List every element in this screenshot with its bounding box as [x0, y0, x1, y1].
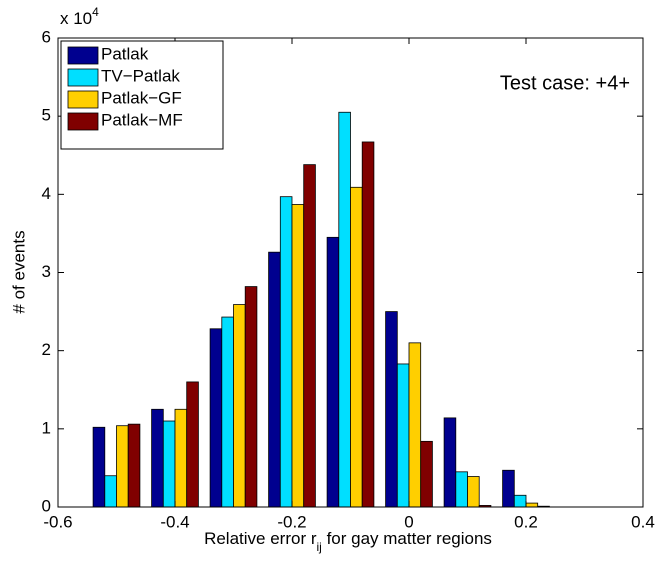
- y-tick-label: 1: [42, 418, 51, 437]
- bar: [408, 342, 422, 508]
- bar: [291, 204, 305, 508]
- x-label-text: Relative error r: [204, 529, 317, 548]
- bar: [338, 111, 351, 508]
- bar: [151, 408, 164, 508]
- bar: [221, 316, 234, 508]
- bar: [104, 475, 117, 508]
- bar: [467, 476, 480, 508]
- bar: [268, 251, 281, 508]
- legend-swatch: [67, 90, 99, 109]
- bar: [385, 311, 398, 508]
- x-tick-label: 0.4: [631, 512, 655, 531]
- bar: [455, 471, 468, 508]
- x-tick-label: 0: [404, 512, 413, 531]
- bar: [209, 328, 223, 508]
- y-axis-label: # of events: [9, 230, 28, 313]
- y-tick-label: 3: [42, 262, 51, 281]
- bar: [186, 381, 199, 508]
- x-tick-label: 0.2: [514, 512, 538, 531]
- legend-swatch: [67, 46, 99, 65]
- bar: [162, 420, 176, 508]
- bar: [502, 469, 515, 508]
- x-tick-label: -0.2: [277, 512, 306, 531]
- bar: [350, 186, 363, 508]
- bar: [303, 164, 316, 508]
- x-axis-label: Relative error rij for gay matter region…: [204, 529, 492, 554]
- bar: [326, 236, 340, 508]
- bar: [420, 440, 433, 508]
- y-tick-label: 6: [42, 27, 51, 46]
- x-label-text: for gay matter regions: [322, 529, 492, 548]
- legend-swatch: [67, 68, 99, 87]
- bar: [279, 196, 293, 508]
- legend-label: Patlak−GF: [101, 88, 182, 107]
- legend-label: Patlak: [101, 44, 149, 63]
- y-multiplier: x 104: [60, 5, 99, 28]
- y-tick-label: 0: [42, 496, 51, 515]
- bar: [116, 425, 129, 508]
- x-label-subscript: ij: [317, 540, 322, 554]
- y-tick-label: 5: [42, 106, 51, 125]
- bar: [127, 423, 141, 508]
- y-multiplier-exponent: 4: [92, 5, 99, 19]
- bar: [92, 426, 106, 508]
- bar: [443, 417, 457, 508]
- bar: [513, 494, 527, 508]
- x-tick-label: -0.4: [160, 512, 189, 531]
- y-multiplier-base: x 10: [60, 9, 92, 28]
- y-tick-label: 4: [42, 184, 51, 203]
- legend-label: TV−Patlak: [101, 66, 180, 85]
- bar: [396, 363, 410, 508]
- bar: [525, 502, 539, 508]
- legend-swatch: [67, 112, 99, 131]
- bar: [174, 408, 188, 508]
- y-tick-label: 2: [42, 340, 51, 359]
- bar: [233, 304, 246, 508]
- legend-label: Patlak−MF: [101, 110, 183, 129]
- annotation: Test case: +4+: [500, 72, 630, 94]
- bar: [244, 286, 258, 508]
- x-tick-label: -0.6: [43, 512, 72, 531]
- bar: [361, 141, 375, 508]
